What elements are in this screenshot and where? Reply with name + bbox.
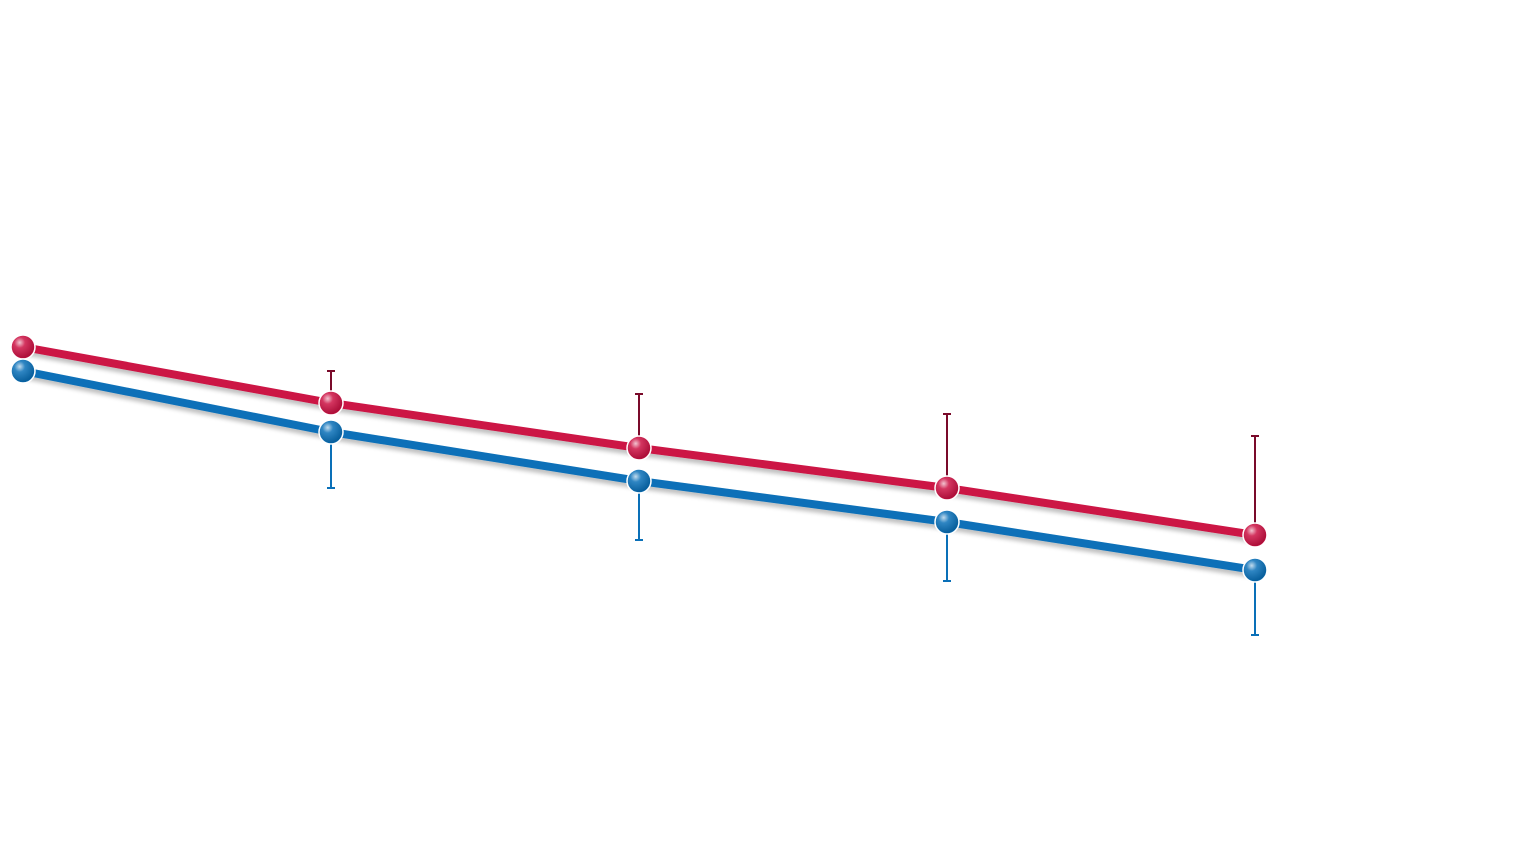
data-point-gloss	[320, 421, 342, 443]
series-1-point	[318, 390, 344, 416]
series-2-point	[626, 468, 652, 494]
data-point-gloss	[320, 392, 342, 414]
series-1-point	[10, 334, 36, 360]
series-1-point	[1242, 522, 1268, 548]
data-point-gloss	[628, 437, 650, 459]
series-2-point	[318, 419, 344, 445]
data-point-gloss	[12, 360, 34, 382]
data-point-gloss	[1244, 524, 1266, 546]
series-1-errorbar	[1251, 435, 1259, 535]
data-point-gloss	[1244, 559, 1266, 581]
series-1-point	[626, 435, 652, 461]
data-point-gloss	[628, 470, 650, 492]
series-2-point	[10, 358, 36, 384]
data-point-gloss	[936, 477, 958, 499]
series-2-point	[1242, 557, 1268, 583]
data-point-gloss	[12, 336, 34, 358]
series-2-point	[934, 509, 960, 535]
data-point-gloss	[936, 511, 958, 533]
series-1-point	[934, 475, 960, 501]
